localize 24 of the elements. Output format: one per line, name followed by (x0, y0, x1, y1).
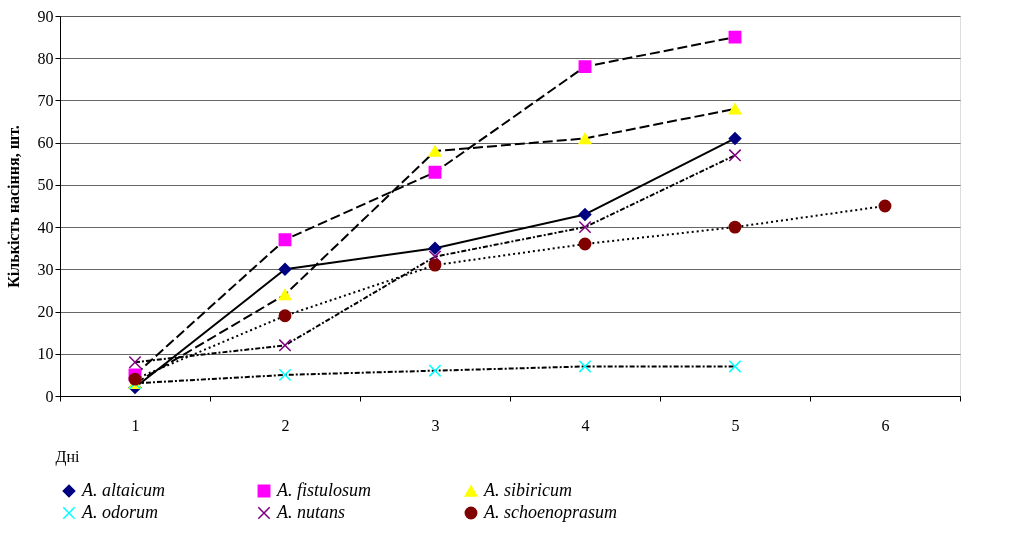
y-tick-label: 60 (37, 134, 54, 152)
legend-label: A. odorum (81, 502, 158, 522)
y-tick-label: 10 (37, 345, 54, 363)
legend-label: A. altaicum (81, 480, 165, 500)
x-tick-label: 4 (581, 416, 590, 434)
y-tick-label: 30 (37, 260, 54, 278)
x-tick-label: 6 (881, 416, 890, 434)
x-tick-label: 3 (431, 416, 440, 434)
y-tick-label: 20 (37, 303, 54, 321)
legend-label: A. sibiricum (483, 480, 572, 500)
x-tick-label: 5 (731, 416, 740, 434)
y-axis-title: Кількість насіння, шт. (4, 125, 22, 288)
x-tick-label: 2 (281, 416, 290, 434)
y-tick-label: 80 (37, 49, 54, 67)
legend-label: A. fistulosum (276, 480, 372, 500)
y-tick-label: 50 (37, 176, 54, 194)
legend-label: A. schoenoprasum (483, 502, 617, 522)
y-tick-label: 0 (45, 387, 54, 405)
y-tick-label: 70 (37, 91, 54, 109)
y-tick-label: 40 (37, 218, 54, 236)
x-axis-title: Дні (55, 447, 80, 466)
y-tick-label: 90 (37, 7, 54, 25)
legend-label: A. nutans (276, 502, 346, 522)
x-tick-label: 1 (131, 416, 140, 434)
